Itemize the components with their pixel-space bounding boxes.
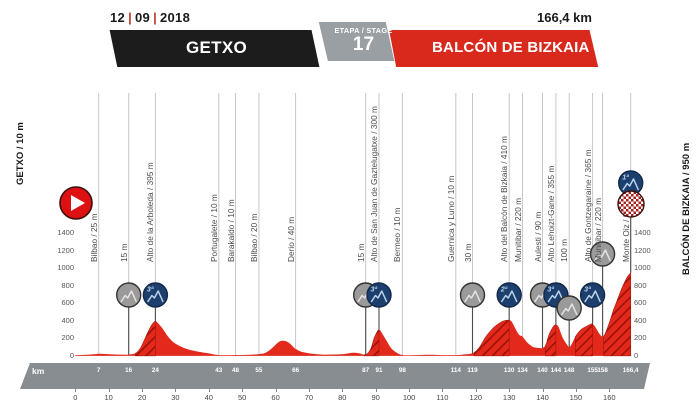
svg-text:2ª: 2ª: [500, 285, 508, 294]
svg-text:3ª: 3ª: [584, 285, 591, 294]
svg-text:1ª: 1ª: [622, 173, 629, 182]
svg-text:3ª: 3ª: [547, 285, 554, 294]
svg-text:3ª: 3ª: [147, 285, 154, 294]
svg-text:3ª: 3ª: [371, 285, 378, 294]
